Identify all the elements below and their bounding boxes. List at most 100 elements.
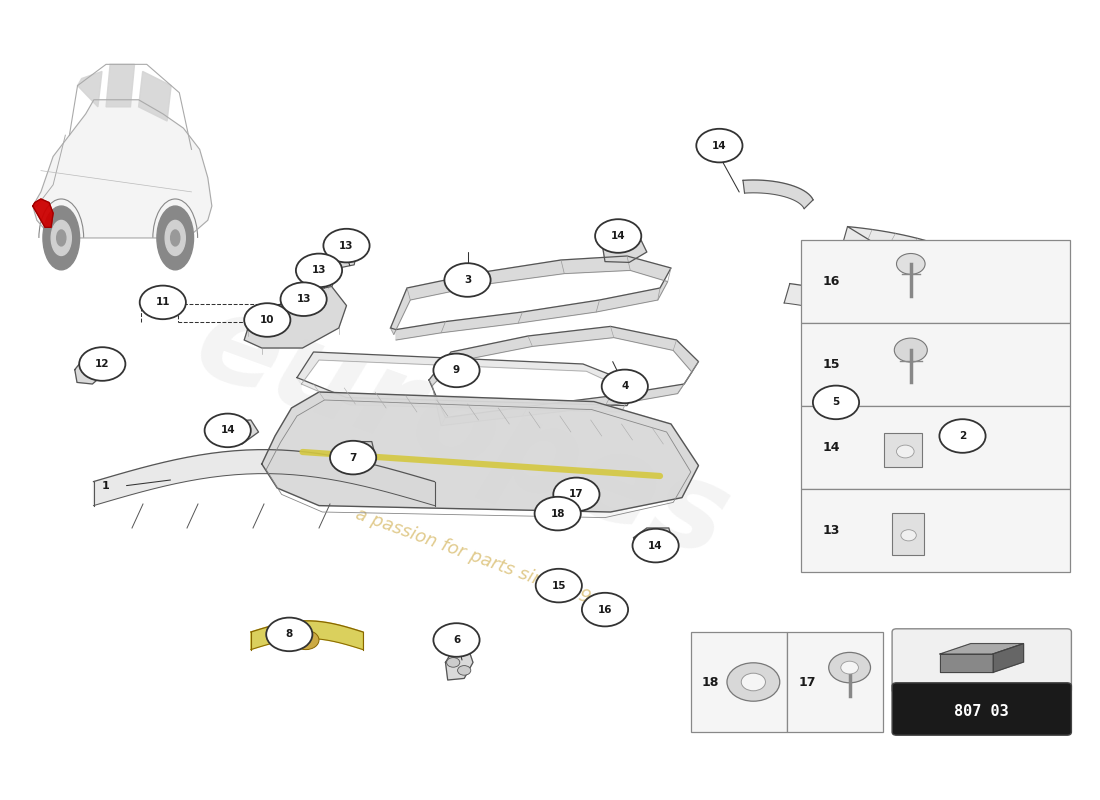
FancyBboxPatch shape — [691, 632, 788, 732]
Circle shape — [741, 673, 766, 690]
Polygon shape — [337, 250, 356, 268]
Text: 4: 4 — [621, 382, 628, 391]
FancyBboxPatch shape — [801, 323, 1070, 406]
Text: a passion for parts since 1985: a passion for parts since 1985 — [353, 505, 615, 615]
Polygon shape — [139, 71, 172, 121]
Text: 807 03: 807 03 — [955, 703, 1009, 718]
FancyBboxPatch shape — [892, 513, 924, 554]
Circle shape — [595, 219, 641, 253]
Circle shape — [901, 530, 916, 541]
Polygon shape — [211, 420, 258, 444]
Polygon shape — [992, 643, 1023, 672]
Circle shape — [939, 419, 986, 453]
Circle shape — [205, 414, 251, 447]
Circle shape — [433, 623, 480, 657]
Circle shape — [602, 370, 648, 403]
Text: 16: 16 — [823, 275, 840, 288]
Circle shape — [828, 653, 870, 682]
Text: 14: 14 — [220, 426, 235, 435]
Circle shape — [330, 441, 376, 474]
Text: 13: 13 — [311, 266, 327, 275]
Circle shape — [52, 221, 72, 255]
Polygon shape — [300, 293, 320, 310]
Polygon shape — [75, 360, 103, 384]
Circle shape — [894, 338, 927, 362]
Text: 17: 17 — [569, 490, 584, 499]
Circle shape — [266, 618, 312, 651]
Text: 13: 13 — [823, 524, 840, 537]
Polygon shape — [346, 442, 376, 470]
Text: 13: 13 — [296, 294, 311, 304]
Text: 1: 1 — [101, 481, 109, 490]
Polygon shape — [429, 326, 698, 426]
Text: europes: europes — [180, 282, 744, 582]
Polygon shape — [603, 238, 647, 262]
Polygon shape — [634, 528, 673, 554]
Circle shape — [57, 230, 66, 246]
Text: 15: 15 — [551, 581, 566, 590]
FancyBboxPatch shape — [892, 682, 1071, 735]
Circle shape — [444, 263, 491, 297]
Polygon shape — [297, 352, 638, 412]
Polygon shape — [262, 392, 698, 512]
Polygon shape — [390, 256, 671, 340]
Text: 18: 18 — [702, 675, 719, 689]
FancyBboxPatch shape — [801, 240, 1070, 323]
Polygon shape — [939, 643, 1023, 654]
FancyBboxPatch shape — [884, 433, 922, 466]
Polygon shape — [94, 450, 434, 506]
Text: 17: 17 — [799, 675, 815, 689]
FancyBboxPatch shape — [788, 632, 883, 732]
Circle shape — [632, 529, 679, 562]
Text: 14: 14 — [823, 441, 840, 454]
Text: 10: 10 — [260, 315, 275, 325]
Circle shape — [813, 386, 859, 419]
Circle shape — [170, 230, 179, 246]
Circle shape — [165, 221, 185, 255]
Polygon shape — [742, 180, 813, 209]
Circle shape — [244, 303, 290, 337]
Circle shape — [296, 254, 342, 287]
Polygon shape — [446, 646, 473, 680]
Text: 16: 16 — [597, 605, 613, 614]
Circle shape — [43, 206, 79, 270]
Text: 15: 15 — [823, 358, 840, 371]
Circle shape — [896, 254, 925, 274]
Polygon shape — [840, 226, 1006, 328]
Text: 14: 14 — [712, 141, 727, 150]
Polygon shape — [244, 282, 346, 348]
Text: 18: 18 — [550, 509, 565, 518]
Text: 13: 13 — [339, 241, 354, 250]
Circle shape — [79, 347, 125, 381]
Circle shape — [696, 129, 742, 162]
FancyBboxPatch shape — [801, 406, 1070, 489]
Polygon shape — [315, 272, 334, 290]
Text: 6: 6 — [453, 635, 460, 645]
FancyBboxPatch shape — [892, 629, 1071, 693]
Circle shape — [157, 206, 194, 270]
Text: 9: 9 — [453, 366, 460, 375]
Text: 14: 14 — [648, 541, 663, 550]
Circle shape — [433, 354, 480, 387]
Circle shape — [447, 658, 460, 667]
Polygon shape — [77, 71, 102, 107]
Circle shape — [293, 630, 319, 650]
Polygon shape — [106, 64, 134, 107]
Text: 8: 8 — [286, 630, 293, 639]
Text: 11: 11 — [155, 298, 170, 307]
Circle shape — [840, 661, 858, 674]
Polygon shape — [33, 199, 53, 227]
Text: 5: 5 — [833, 398, 839, 407]
Circle shape — [535, 497, 581, 530]
Circle shape — [140, 286, 186, 319]
Circle shape — [896, 445, 914, 458]
Circle shape — [280, 282, 327, 316]
Circle shape — [582, 593, 628, 626]
Polygon shape — [784, 284, 902, 358]
Text: 12: 12 — [95, 359, 110, 369]
Text: 2: 2 — [959, 431, 966, 441]
Circle shape — [458, 666, 471, 675]
Circle shape — [536, 569, 582, 602]
FancyBboxPatch shape — [801, 489, 1070, 572]
Text: 14: 14 — [610, 231, 626, 241]
